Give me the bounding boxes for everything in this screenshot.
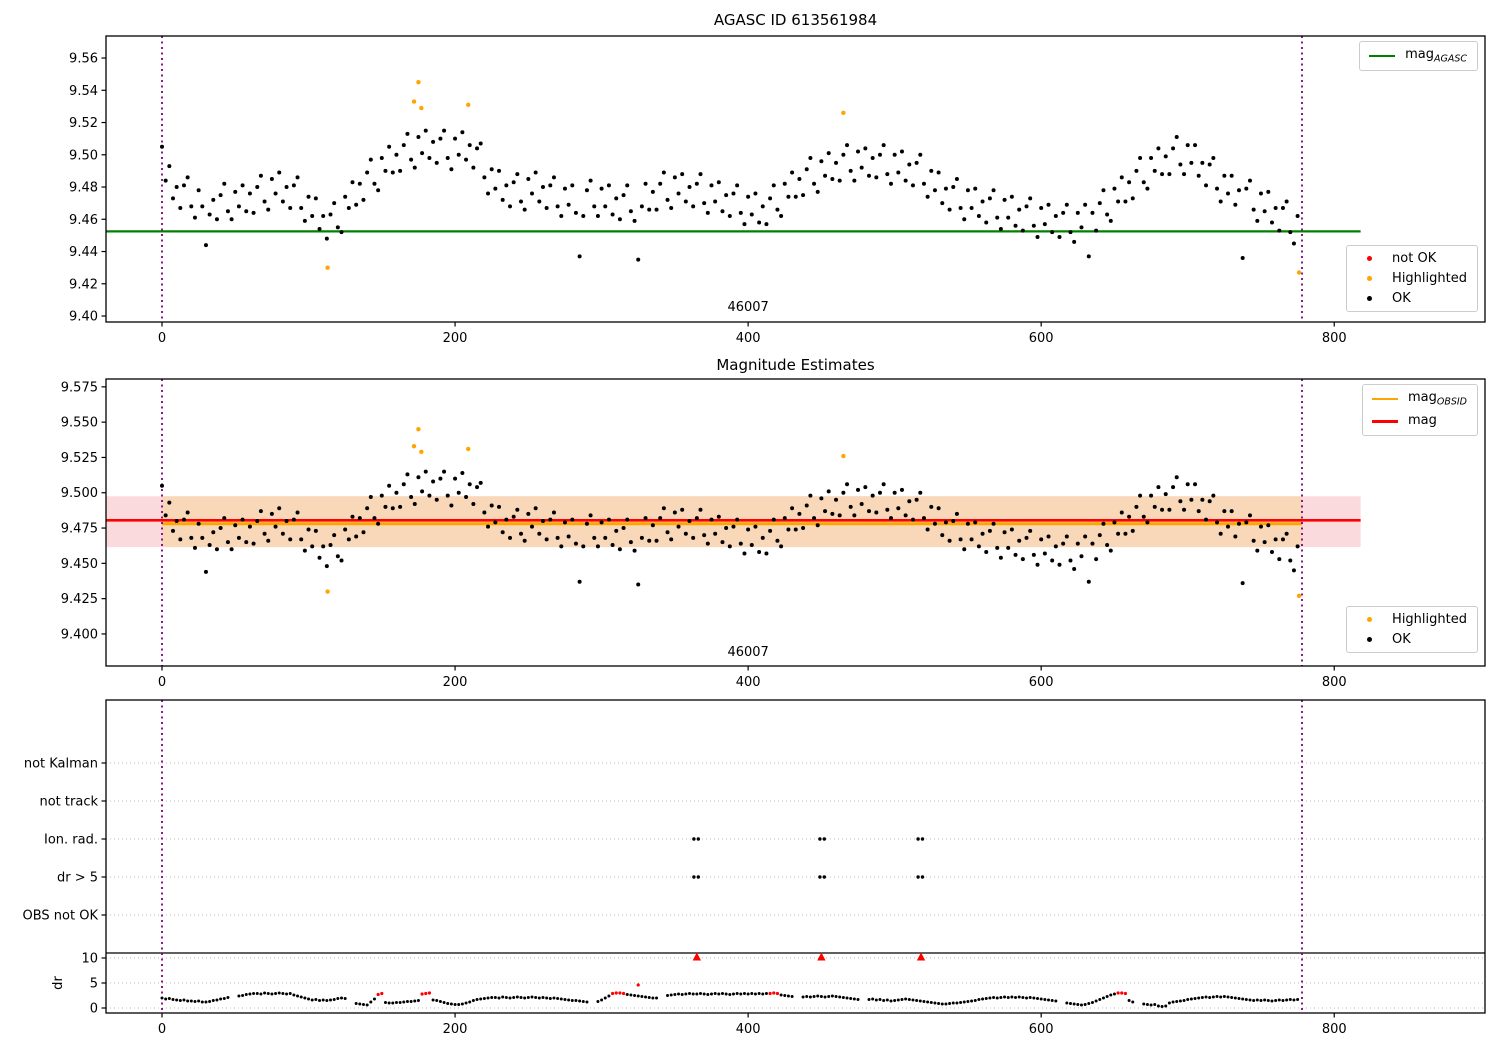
ion-rad-flag-points [692,837,925,841]
bottom-panel: not Kalman not track Ion. rad. dr > 5 OBS no… [23,699,1486,1037]
legend-item-not-ok: not OK [1356,251,1467,266]
green-line-sample [1369,54,1396,58]
legend-item-ok: OK [1356,291,1467,306]
red-dot-sample [1366,256,1372,261]
dr-tick-label: 0 [90,1002,98,1017]
dr-tick-label: 5 [90,977,98,992]
y-tick-label: 9.54 [69,84,98,99]
top-panel: 0 200 400 600 800 9.40 9.42 9.44 9.46 9.48 9.50 9.5… [69,35,1486,346]
y-tick-label: 9.48 [69,181,98,196]
dr-gt10-markers [692,952,926,961]
y-tick-label: 9.56 [69,52,98,67]
y-tick-label: 9.550 [61,416,98,431]
legend-middle-markers: Highlighted OK [1346,606,1478,653]
x-tick-label: 0 [158,1022,166,1037]
y-tick-label: 9.46 [69,213,98,228]
legend-label-sub: OBSID [1436,396,1467,408]
x-tick-label: 800 [1322,675,1347,690]
legend-label: mag [1407,390,1437,405]
red-line-sample [1371,420,1398,423]
x-tick-label: 600 [1029,1022,1054,1037]
x-tick-label: 400 [736,331,761,346]
dr-tick-label: 10 [81,952,98,967]
top-panel-title: AGASC ID 613561984 [713,11,878,29]
middle-panel-title: Magnitude Estimates [716,356,875,374]
y-tick-label: 9.475 [61,522,98,537]
obsid-annotation: 46007 [727,645,768,660]
dr-axis-label: dr [51,976,66,990]
legend-top-markers: not OK Highlighted OK [1346,245,1478,312]
x-tick-label: 800 [1322,1022,1347,1037]
y-tick-label: 9.575 [61,380,98,395]
y-tick-label: 9.52 [69,116,98,131]
dr-gt5-flag-points [692,875,925,879]
dr-ok-points [160,991,1300,1008]
legend-mag-agasc: magAGASC [1359,41,1478,71]
flag-tick-label: not Kalman [24,757,98,772]
y-tick-label: 9.40 [69,310,98,325]
legend-item-mag-obsid: magOBSID [1371,390,1467,408]
obsid-error-band [162,496,1303,548]
y-tick-label: 9.400 [61,627,98,642]
legend-item-highlighted: Highlighted [1356,271,1467,286]
x-tick-label: 200 [443,675,468,690]
legend-label: OK [1392,291,1411,306]
legend-label: mag [1407,412,1437,428]
obsid-annotation: 46007 [727,300,768,315]
x-tick-label: 200 [443,331,468,346]
y-tick-label: 9.44 [69,245,98,260]
x-tick-label: 200 [443,1022,468,1037]
flag-tick-label: dr > 5 [57,871,98,886]
y-tick-label: 9.525 [61,451,98,466]
flag-tick-label: OBS not OK [23,909,99,924]
legend-label: OK [1392,632,1411,647]
x-tick-label: 400 [736,1022,761,1037]
top-panel-highlighted-points [325,80,1302,275]
dr-not-ok-points [376,983,1128,997]
x-tick-label: 400 [736,675,761,690]
legend-label: mag [1405,47,1434,62]
x-tick-label: 0 [158,331,166,346]
x-tick-label: 600 [1029,331,1054,346]
y-tick-label: 9.425 [61,592,98,607]
top-panel-ok-points [160,128,1300,262]
black-dot-sample [1366,637,1372,642]
y-tick-label: 9.450 [61,557,98,572]
legend-item-mag: mag [1371,412,1467,431]
y-tick-label: 9.50 [69,148,98,163]
x-tick-label: 0 [158,675,166,690]
orange-line-sample [1371,397,1398,401]
legend-label: Highlighted [1392,612,1467,627]
middle-panel-ok-points [160,469,1300,587]
x-tick-label: 600 [1029,675,1054,690]
y-tick-label: 9.500 [61,486,98,501]
legend-label-sub: AGASC [1433,53,1467,65]
legend-item-ok: OK [1356,632,1467,647]
black-dot-sample [1366,296,1372,301]
legend-mag-lines: magOBSID mag [1361,384,1478,437]
legend-label: not OK [1392,251,1437,266]
middle-panel: 0 200 400 600 800 9.400 9.425 9.450 9.475 9.500 9.… [61,378,1486,690]
legend-item-mag-agasc: magAGASC [1369,47,1467,65]
orange-dot-sample [1366,276,1372,281]
orange-dot-sample [1366,617,1372,622]
x-tick-label: 800 [1322,331,1347,346]
flag-tick-label: not track [39,795,98,810]
middle-panel-highlighted-points [325,427,1302,599]
y-tick-label: 9.42 [69,277,98,292]
flag-tick-label: Ion. rad. [44,833,98,848]
legend-item-highlighted: Highlighted [1356,612,1467,627]
legend-label: Highlighted [1392,271,1467,286]
